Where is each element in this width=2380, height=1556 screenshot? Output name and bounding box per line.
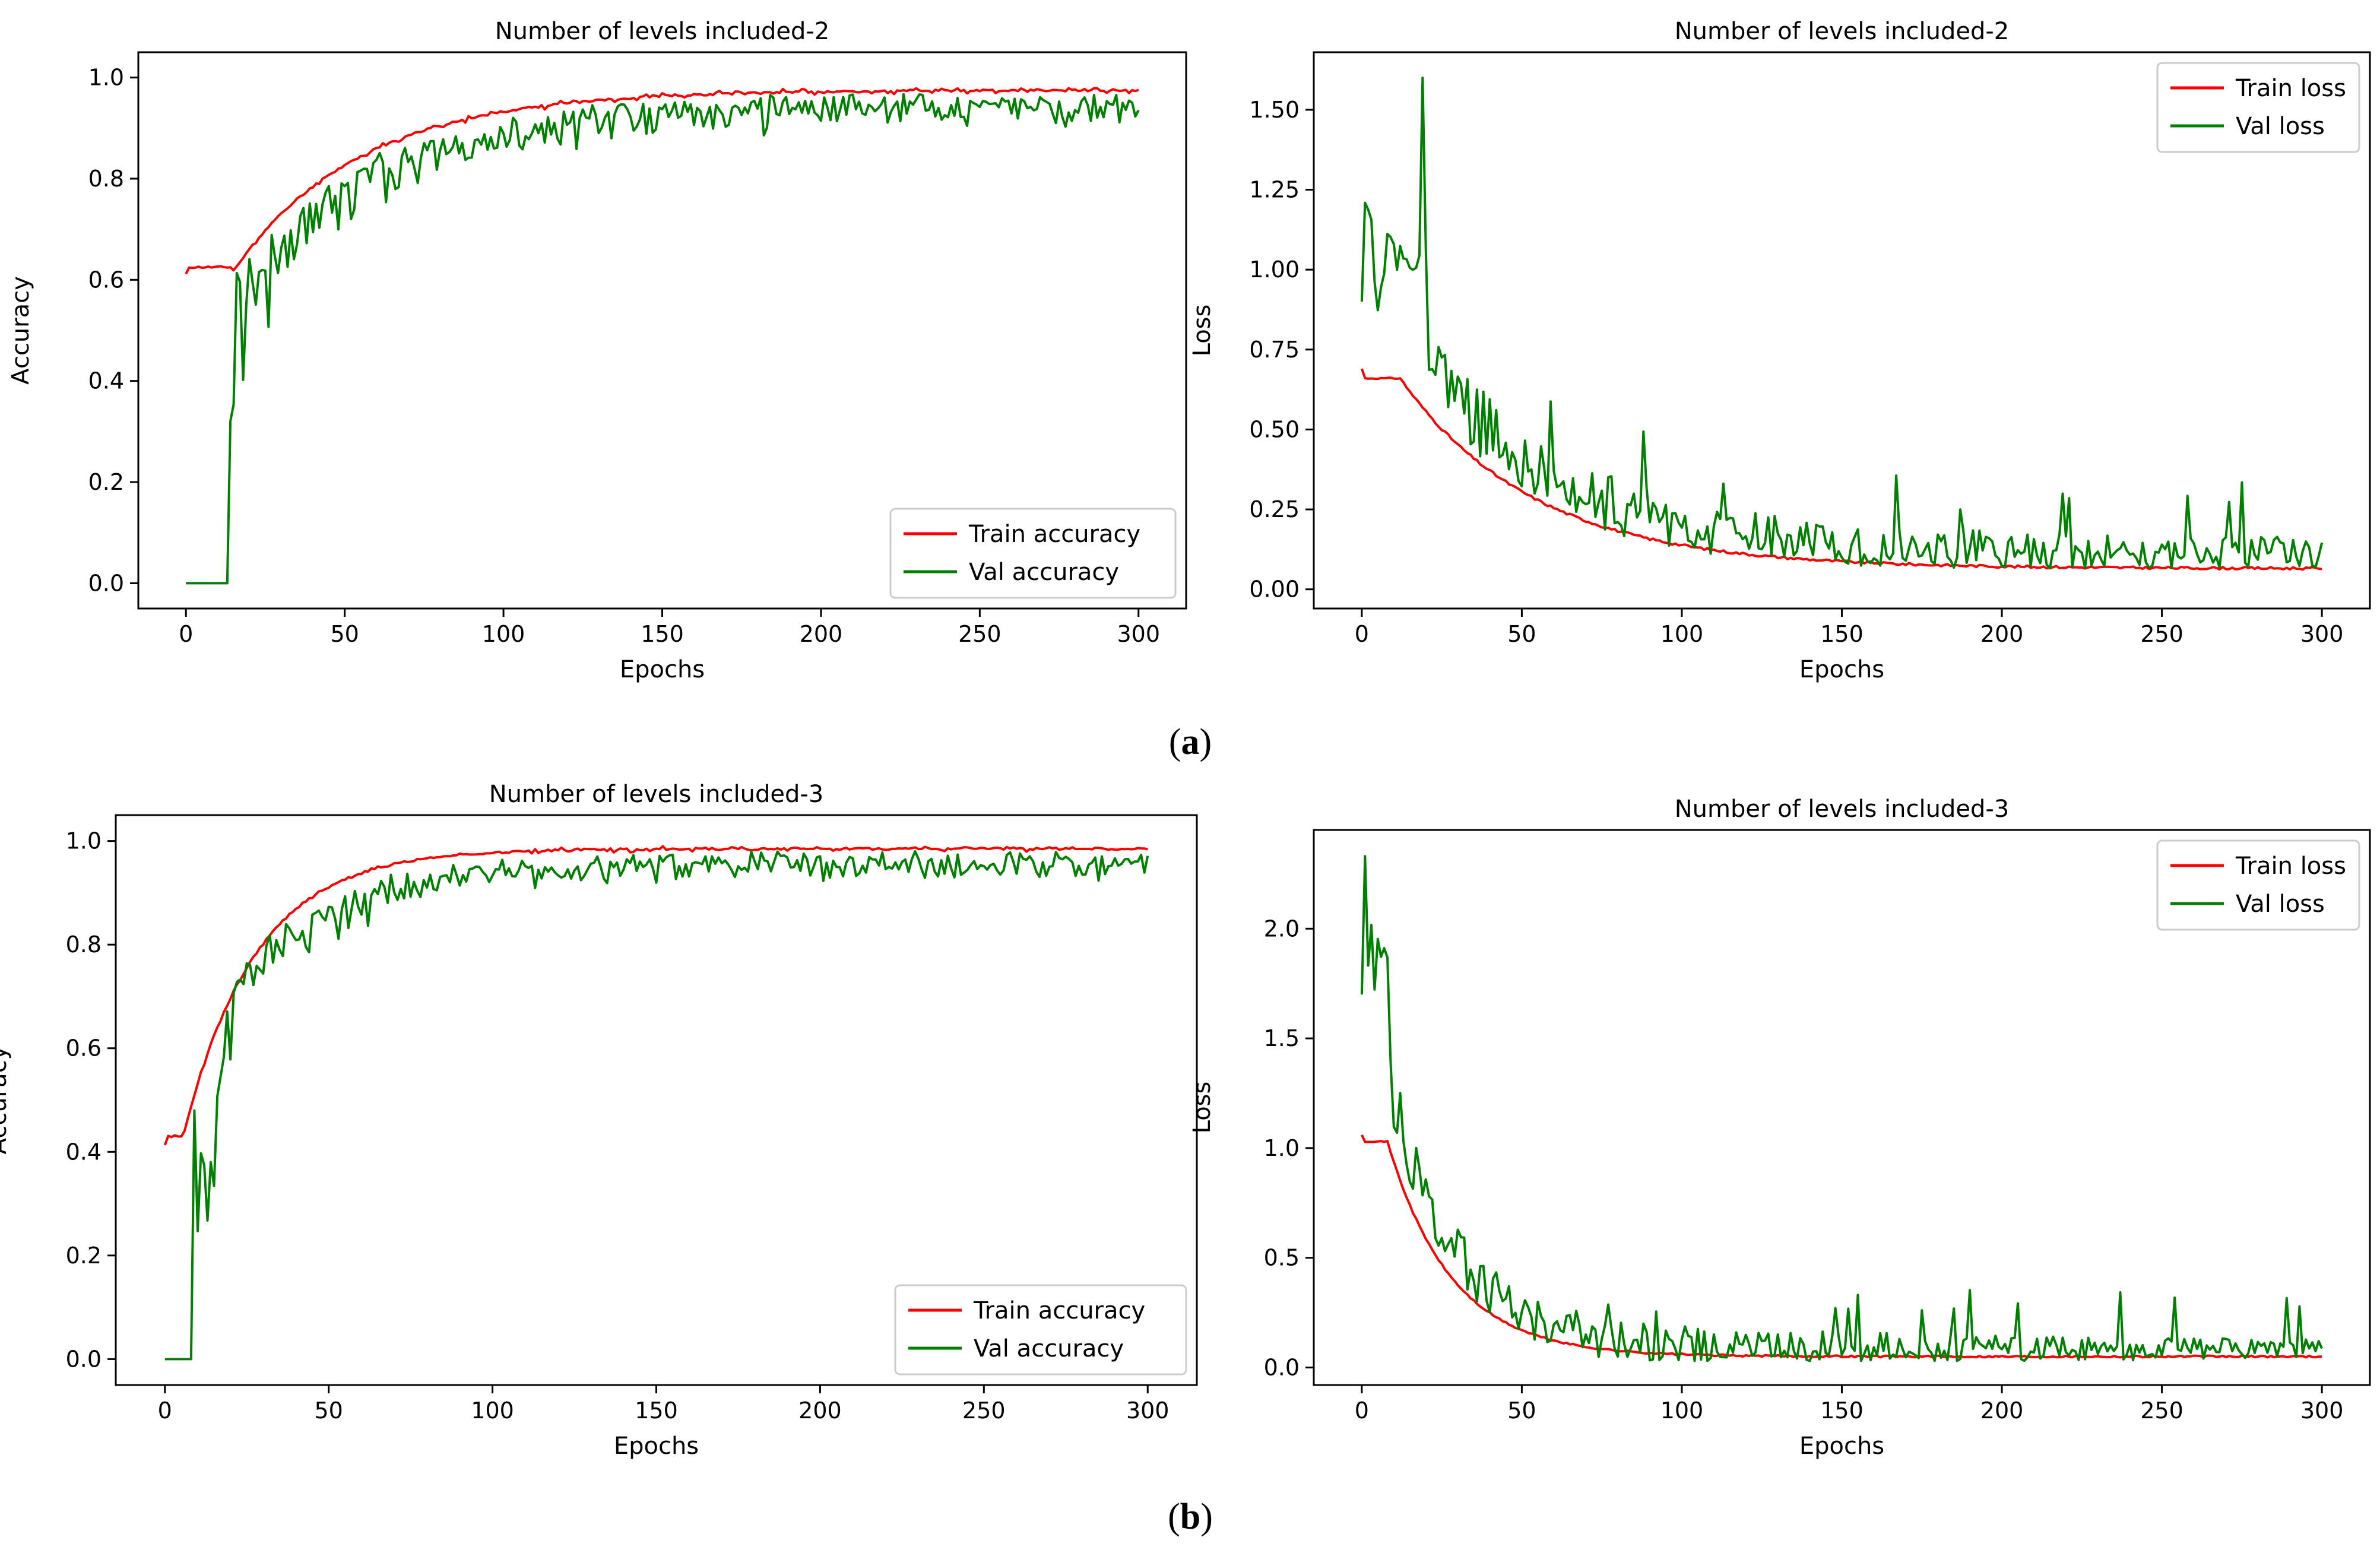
x-axis-label: Epochs <box>614 1433 699 1460</box>
legend-label: Val accuracy <box>974 1335 1124 1362</box>
y-tick-label: 1.0 <box>66 828 102 854</box>
y-tick-label: 1.50 <box>1249 97 1300 123</box>
y-tick-label: 0.6 <box>66 1035 102 1061</box>
legend-label: Train accuracy <box>973 1297 1145 1324</box>
y-tick-label: 0.2 <box>66 1243 102 1269</box>
x-axis-label: Epochs <box>1799 656 1884 683</box>
x-tick-label: 100 <box>471 1397 514 1424</box>
y-tick-label: 0.5 <box>1264 1245 1300 1271</box>
x-tick-label: 250 <box>962 1397 1006 1424</box>
y-tick-label: 1.25 <box>1249 177 1300 203</box>
chart-b-accuracy: Number of levels included-3 0 50 100 150 200 2… <box>0 781 1198 1460</box>
chart-a-loss: Number of levels included-2 0 50 100 150 200 2… <box>1189 18 2371 683</box>
x-tick-label: 0 <box>158 1397 172 1424</box>
y-tick-label: 0.00 <box>1249 576 1300 603</box>
series-line-val-accuracy <box>186 93 1140 585</box>
y-tick-label: 0.6 <box>88 267 124 293</box>
chart-title: Number of levels included-2 <box>1675 18 2010 45</box>
x-tick-label: 50 <box>1507 1397 1536 1424</box>
x-tick-label: 250 <box>2140 1397 2183 1424</box>
x-tick-label: 150 <box>641 621 684 647</box>
series-line-val-loss <box>1360 77 2324 570</box>
y-tick-label: 0.2 <box>88 469 124 495</box>
x-tick-label: 150 <box>635 1397 678 1424</box>
y-axis-label: Loss <box>1189 1082 1216 1134</box>
x-tick-label: 150 <box>1820 621 1864 647</box>
y-tick-label: 0.8 <box>66 931 102 958</box>
x-tick-label: 100 <box>1660 1397 1704 1424</box>
chart-a-accuracy: Number of levels included-2 0 50 100 150 200 2… <box>7 18 1187 683</box>
y-tick-label: 0.4 <box>66 1139 102 1165</box>
x-tick-label: 50 <box>330 621 359 647</box>
x-tick-label: 300 <box>1126 1397 1170 1424</box>
legend-box <box>2156 62 2360 153</box>
legend-label: Train accuracy <box>968 521 1140 548</box>
panel-label-b: (b) <box>1168 1497 1213 1537</box>
chart-b-loss: Number of levels included-3 0 50 100 150 200 2… <box>1189 796 2371 1460</box>
chart-title: Number of levels included-3 <box>489 781 824 808</box>
x-tick-label: 0 <box>1355 621 1369 647</box>
x-tick-label: 200 <box>800 621 843 647</box>
y-axis-label: Accuracy <box>7 276 34 385</box>
series-line-val-loss <box>1360 855 2323 1362</box>
y-tick-label: 2.0 <box>1264 915 1300 942</box>
charts-container: Number of levels included-2 0 50 100 150 200 2… <box>0 18 2371 1460</box>
x-tick-label: 200 <box>1980 1397 2024 1424</box>
series-line-train-accuracy <box>163 845 1148 1146</box>
series-group <box>1360 855 2323 1362</box>
x-tick-label: 200 <box>1980 621 2024 647</box>
y-tick-label: 1.00 <box>1249 256 1300 283</box>
series-group <box>1360 77 2324 571</box>
y-tick-label: 0.8 <box>88 166 124 192</box>
series-group <box>163 845 1149 1361</box>
x-tick-label: 300 <box>2300 1397 2344 1424</box>
series-line-train-loss <box>1361 368 2322 571</box>
legend-label: Train loss <box>2235 75 2346 102</box>
y-tick-label: 0.0 <box>66 1346 102 1372</box>
legend-box <box>894 1284 1187 1376</box>
legend-label: Train loss <box>2235 853 2346 880</box>
y-tick-label: 0.4 <box>88 368 124 394</box>
x-tick-label: 0 <box>179 621 193 647</box>
y-axis-label: Loss <box>1189 305 1216 357</box>
series-line-train-loss <box>1361 1134 2322 1359</box>
y-tick-label: 1.0 <box>1264 1135 1300 1161</box>
y-tick-label: 1.0 <box>88 65 124 91</box>
y-tick-label: 0.75 <box>1249 337 1300 363</box>
y-tick-label: 0.50 <box>1249 416 1300 442</box>
x-tick-label: 250 <box>958 621 1002 647</box>
panel-label-a: (a) <box>1168 722 1212 762</box>
series-line-train-accuracy <box>185 87 1139 275</box>
x-tick-label: 100 <box>482 621 525 647</box>
x-tick-label: 0 <box>1355 1397 1369 1424</box>
x-tick-label: 200 <box>798 1397 842 1424</box>
x-tick-label: 50 <box>315 1397 343 1424</box>
x-tick-label: 300 <box>2300 621 2344 647</box>
legend-label: Val accuracy <box>969 559 1119 586</box>
x-tick-label: 50 <box>1507 621 1536 647</box>
x-tick-label: 100 <box>1660 621 1704 647</box>
legend-label: Val loss <box>2236 113 2325 140</box>
legend-box <box>2156 839 2360 931</box>
chart-title: Number of levels included-3 <box>1675 796 2010 823</box>
x-tick-label: 150 <box>1820 1397 1864 1424</box>
x-tick-label: 250 <box>2140 621 2183 647</box>
legend-box <box>889 508 1177 599</box>
x-axis-label: Epochs <box>620 656 705 683</box>
x-tick-label: 300 <box>1117 621 1161 647</box>
y-tick-label: 0.25 <box>1249 496 1300 522</box>
x-axis-label: Epochs <box>1799 1433 1884 1460</box>
y-tick-label: 0.0 <box>88 570 124 596</box>
chart-title: Number of levels included-2 <box>495 18 830 45</box>
legend-label: Val loss <box>2236 890 2325 918</box>
y-tick-label: 1.5 <box>1264 1025 1300 1051</box>
series-line-val-accuracy <box>164 850 1149 1361</box>
y-axis-label: Accuracy <box>0 1046 12 1155</box>
y-tick-label: 0.0 <box>1264 1354 1300 1380</box>
series-group <box>185 87 1140 585</box>
